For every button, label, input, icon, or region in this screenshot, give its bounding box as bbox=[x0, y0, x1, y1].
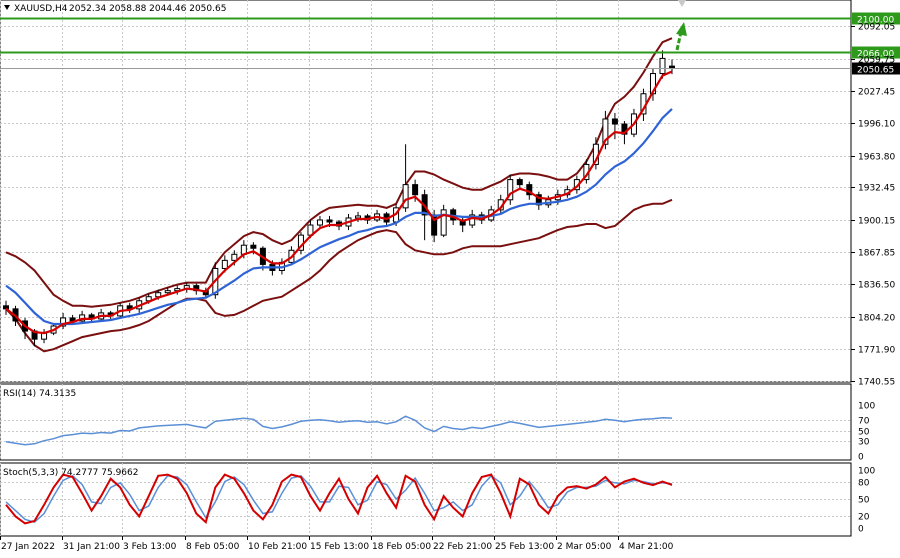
y-tick-label: 1996.10 bbox=[858, 120, 895, 130]
candle-body bbox=[316, 219, 323, 226]
y-tick-label: 1836.50 bbox=[858, 281, 895, 291]
candle-body bbox=[526, 184, 533, 196]
x-tick-label: 18 Feb 05:00 bbox=[372, 542, 431, 552]
candle-body bbox=[250, 244, 257, 249]
candle-body bbox=[60, 317, 67, 327]
bollinger-upper-line bbox=[5, 37, 673, 308]
x-tick-label: 22 Feb 21:00 bbox=[433, 542, 492, 552]
y-tick-label: 2059.75 bbox=[858, 56, 895, 66]
price-levels: 2100.00 2066.00 2050.65 bbox=[0, 12, 900, 76]
level-price-label: 2066.00 bbox=[857, 50, 894, 60]
candle bbox=[60, 312, 67, 330]
x-tick-label: 15 Feb 13:00 bbox=[310, 542, 369, 552]
x-tick-label: 8 Feb 05:00 bbox=[186, 542, 240, 552]
candle-body bbox=[412, 184, 419, 196]
rsi-tick-label: 70 bbox=[858, 417, 870, 427]
level-price-tag bbox=[852, 12, 900, 25]
stoch-tick-label: 50 bbox=[858, 496, 870, 506]
stoch-title: Stoch(5,3,3) 74.2777 75.9662 bbox=[3, 468, 138, 478]
candle-body bbox=[611, 118, 618, 125]
x-tick-label: 2 Mar 05:00 bbox=[557, 542, 612, 552]
x-tick-label: 31 Jan 21:00 bbox=[63, 542, 120, 552]
symbol-label: XAUUSD,H4 bbox=[14, 4, 68, 14]
stoch-lines bbox=[5, 473, 673, 525]
bollinger-bands bbox=[5, 37, 673, 353]
rsi-title: RSI(14) 74.3135 bbox=[3, 389, 76, 399]
candle bbox=[602, 110, 609, 150]
x-tick-label: 10 Feb 21:00 bbox=[248, 542, 307, 552]
y-tick-label: 1900.15 bbox=[858, 217, 895, 227]
candle bbox=[316, 215, 323, 230]
level-price-label: 2100.00 bbox=[857, 16, 894, 26]
rsi-tick-label: 100 bbox=[858, 402, 875, 412]
candle-body bbox=[469, 214, 476, 226]
x-tick-label: 27 Jan 2022 bbox=[1, 542, 55, 552]
candle-body bbox=[659, 57, 666, 75]
candle bbox=[659, 50, 666, 79]
stoch-tick-label: 0 bbox=[858, 525, 864, 535]
candle-body bbox=[507, 179, 514, 201]
rsi-tick-label: 30 bbox=[858, 438, 870, 448]
rsi-panel bbox=[0, 383, 852, 461]
rsi-lines bbox=[5, 415, 673, 446]
bollinger-lower-line bbox=[5, 198, 673, 353]
symbol-dropdown-icon[interactable] bbox=[4, 5, 10, 10]
candle-body bbox=[231, 253, 238, 261]
stoch-tick-label: 20 bbox=[858, 513, 870, 523]
grid bbox=[0, 0, 851, 536]
level-price-tag bbox=[852, 46, 900, 59]
candle-body bbox=[3, 305, 9, 310]
stoch-tick-label: 80 bbox=[858, 479, 870, 489]
y-tick-label: 1740.55 bbox=[858, 378, 895, 388]
candle bbox=[507, 174, 514, 205]
candle-body bbox=[402, 184, 409, 209]
main-panel bbox=[0, 0, 852, 383]
candle-body bbox=[516, 179, 523, 186]
axes: 27 Jan 2022 31 Jan 21:00 3 Feb 13:00 8 Feb … bbox=[0, 23, 895, 552]
rsi-line bbox=[5, 415, 673, 446]
y-tick-label: 1867.85 bbox=[858, 249, 895, 259]
moving-averages bbox=[5, 70, 673, 335]
y-tick-label: 1963.80 bbox=[858, 153, 895, 163]
candle-body bbox=[440, 209, 447, 236]
candle-body bbox=[669, 65, 675, 69]
up-arrow-icon bbox=[675, 22, 687, 51]
x-tick-label: 3 Feb 13:00 bbox=[123, 542, 177, 552]
ohlc-label: 2052.34 2058.88 2044.46 2050.65 bbox=[69, 4, 226, 14]
candle-body bbox=[164, 290, 171, 294]
y-tick-label: 2092.05 bbox=[858, 23, 895, 33]
candle-body bbox=[355, 215, 362, 219]
ema-slow-line bbox=[5, 108, 673, 326]
ema-fast-line bbox=[5, 70, 673, 335]
candle-body bbox=[326, 219, 333, 223]
x-tick-label: 25 Feb 13:00 bbox=[495, 542, 554, 552]
shift-marker-icon bbox=[678, 0, 686, 7]
current-price-label: 2050.65 bbox=[857, 66, 894, 76]
stoch-main-line bbox=[5, 473, 673, 525]
y-tick-label: 1771.90 bbox=[858, 346, 895, 356]
y-tick-label: 1932.45 bbox=[858, 184, 895, 194]
stoch-tick-label: 100 bbox=[858, 467, 875, 477]
candle bbox=[611, 112, 618, 140]
y-tick-label: 2027.45 bbox=[858, 88, 895, 98]
rsi-tick-label: 50 bbox=[858, 428, 870, 438]
candle-body bbox=[221, 259, 228, 269]
current-price-tag bbox=[852, 62, 900, 75]
rsi-tick-label: 0 bbox=[858, 453, 864, 463]
y-tick-label: 1804.20 bbox=[858, 314, 895, 324]
candle-body bbox=[602, 118, 609, 145]
x-tick-label: 4 Mar 21:00 bbox=[619, 542, 674, 552]
candle bbox=[440, 204, 447, 238]
